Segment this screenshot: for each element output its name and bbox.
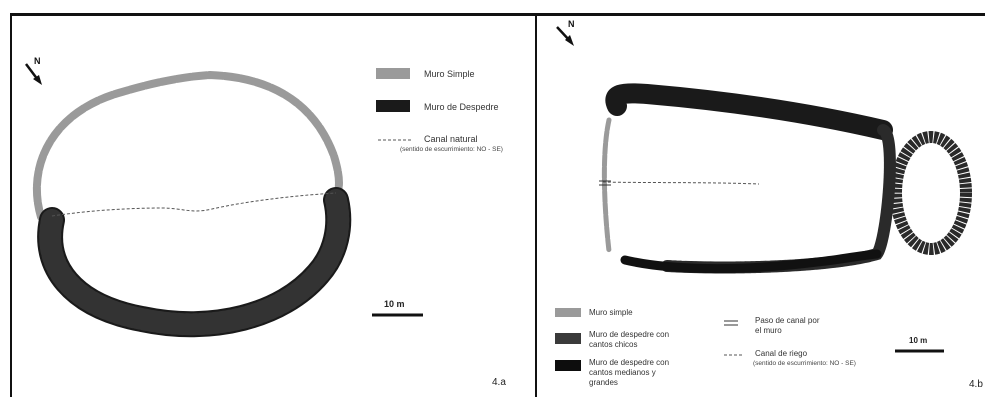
muro-simple-wall	[33, 70, 343, 221]
frame-top-border	[10, 13, 985, 16]
north-label: N	[568, 19, 575, 29]
legend-grandes: Muro de despedre con cantos medianos y g…	[589, 358, 669, 388]
muro-despedre-bottom	[620, 249, 882, 274]
legend-canal-natural: Canal natural	[424, 134, 478, 144]
panel-b: N Muro simple Muro de despedre con canto…	[537, 16, 985, 397]
legend-swatch-simple	[555, 308, 581, 317]
legend-chicos-line-2: cantos chicos	[589, 340, 638, 349]
legend-canal-riego: Canal de riego	[755, 349, 808, 358]
muro-despedre-texture	[39, 189, 350, 336]
legend-chicos: Muro de despedre con cantos chicos	[589, 330, 669, 350]
legend-muro-despedre: Muro de Despedre	[424, 102, 499, 112]
legend-canal-note: (sentido de escurrimiento: NO - SE)	[400, 146, 503, 153]
legend-paso-line-2: el muro	[755, 326, 782, 335]
muro-despedre-chicos-enclosure	[890, 131, 972, 255]
legend-paso: Paso de canal por el muro	[755, 316, 820, 336]
muro-despedre-chicos-outer	[661, 124, 896, 274]
legend-swatch-despedre	[376, 100, 410, 112]
legend-paso-line-1: Paso de canal por	[755, 316, 820, 325]
legend-muro-simple: Muro Simple	[424, 69, 475, 79]
panel-b-drawing	[555, 26, 972, 371]
north-arrow-icon	[556, 26, 574, 46]
north-label: N	[34, 56, 41, 66]
legend-grandes-line-2: cantos medianos y	[589, 368, 656, 377]
legend-grandes-line-3: grandes	[589, 378, 618, 387]
scale-label: 10 m	[909, 336, 928, 345]
north-arrow-icon	[25, 63, 42, 85]
panel-label: 4.b	[969, 379, 983, 390]
legend-canal-note: (sentido de escurrimiento: NO - SE)	[753, 360, 856, 367]
legend-swatch-paso	[724, 320, 738, 326]
legend-swatch-grandes	[555, 360, 581, 371]
muro-simple-wall	[601, 117, 612, 254]
legend-muro-simple: Muro simple	[589, 308, 633, 317]
canal-natural-line	[51, 192, 337, 217]
panel-label: 4.a	[492, 377, 506, 388]
frame-left-border	[10, 13, 12, 397]
legend-grandes-line-1: Muro de despedre con	[589, 358, 670, 367]
scale-label: 10 m	[384, 299, 405, 309]
panel-a: N Muro Simple Muro de Despedre Canal nat…	[12, 16, 535, 397]
frame-divider	[535, 13, 537, 397]
legend-swatch-chicos	[555, 333, 581, 344]
legend-swatch-simple	[376, 68, 410, 79]
muro-despedre-top	[605, 83, 893, 140]
canal-riego-line	[602, 181, 760, 185]
paso-canal-marker	[599, 180, 611, 186]
legend-chicos-line-1: Muro de despedre con	[589, 330, 670, 339]
panel-a-drawing	[25, 63, 423, 338]
